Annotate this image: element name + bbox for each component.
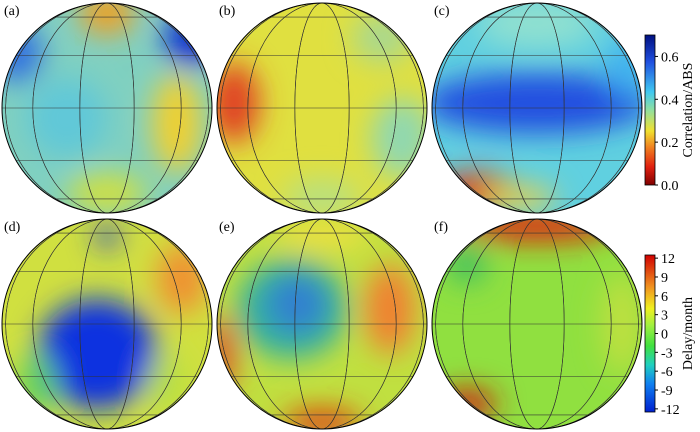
globe-outline xyxy=(431,218,643,430)
colorbar-tick-label: 0.6 xyxy=(661,50,679,65)
colorbar: -12 -9 -6 -3 0 3 6 9 12 Delay/month xyxy=(644,252,696,418)
blob xyxy=(27,78,107,158)
colorbar-tick-label: 3 xyxy=(661,309,668,324)
colorbar-tick-label: 0.4 xyxy=(661,93,679,108)
colorbar-tick-label: -12 xyxy=(661,403,680,418)
colorbar-tick-label: -9 xyxy=(661,384,673,399)
blob xyxy=(432,73,642,133)
colorbar-tick-label: 12 xyxy=(661,252,675,267)
globe-outline xyxy=(216,218,428,430)
colorbar-tick-label: 0 xyxy=(661,328,668,343)
globe: (d) xyxy=(1,218,213,430)
panel-label: (c) xyxy=(434,4,450,19)
blob xyxy=(447,244,487,284)
panel-label: (b) xyxy=(219,4,236,19)
globe: (c) xyxy=(431,2,643,214)
globe: (f) xyxy=(431,218,643,430)
globe-fill xyxy=(2,219,212,429)
blob xyxy=(17,354,57,414)
blob xyxy=(267,274,327,334)
globe-fill xyxy=(217,3,427,213)
panel-label: (d) xyxy=(4,220,21,235)
globe: (a) xyxy=(1,2,213,214)
colorbar-tick-label: -6 xyxy=(661,365,673,380)
globe: (e) xyxy=(216,218,428,430)
panel-label: (a) xyxy=(4,4,20,19)
globe-outline xyxy=(1,218,213,430)
globe-outline xyxy=(216,2,428,214)
blob xyxy=(282,178,362,213)
panel-label: (e) xyxy=(219,220,235,235)
blob xyxy=(217,314,234,394)
panel-label: (f) xyxy=(434,220,448,235)
blob xyxy=(607,38,642,98)
colorbar-tick-label: 6 xyxy=(661,290,668,305)
globe-outline xyxy=(431,2,643,214)
globe-fill xyxy=(432,219,642,429)
blob xyxy=(37,299,157,409)
blob xyxy=(272,219,372,249)
globe-fill xyxy=(432,3,642,213)
colorbar-gradient xyxy=(644,254,656,413)
colorbar-gradient xyxy=(644,34,656,186)
blob xyxy=(365,264,415,354)
colorbar-tick-label: 0.2 xyxy=(661,136,679,151)
blob xyxy=(157,244,207,314)
blob xyxy=(457,219,617,241)
colorbar-tick-label: 9 xyxy=(661,271,668,286)
blob xyxy=(437,389,497,419)
globe-fill xyxy=(217,219,427,429)
blob xyxy=(95,224,119,248)
colorbar-label: Correlation/ABS xyxy=(681,63,696,158)
colorbar-label: Delay/month xyxy=(681,297,696,370)
blob xyxy=(152,73,202,173)
globe-outline xyxy=(1,2,213,214)
colorbar-tick-label: 0.0 xyxy=(661,179,679,194)
blob xyxy=(147,354,187,414)
blob xyxy=(477,3,597,48)
blob xyxy=(67,173,147,213)
globe-fill xyxy=(2,3,212,213)
blob xyxy=(79,3,135,35)
colorbar-tick-label: -3 xyxy=(661,346,673,361)
globe: (b) xyxy=(216,2,428,214)
blob xyxy=(477,186,557,210)
